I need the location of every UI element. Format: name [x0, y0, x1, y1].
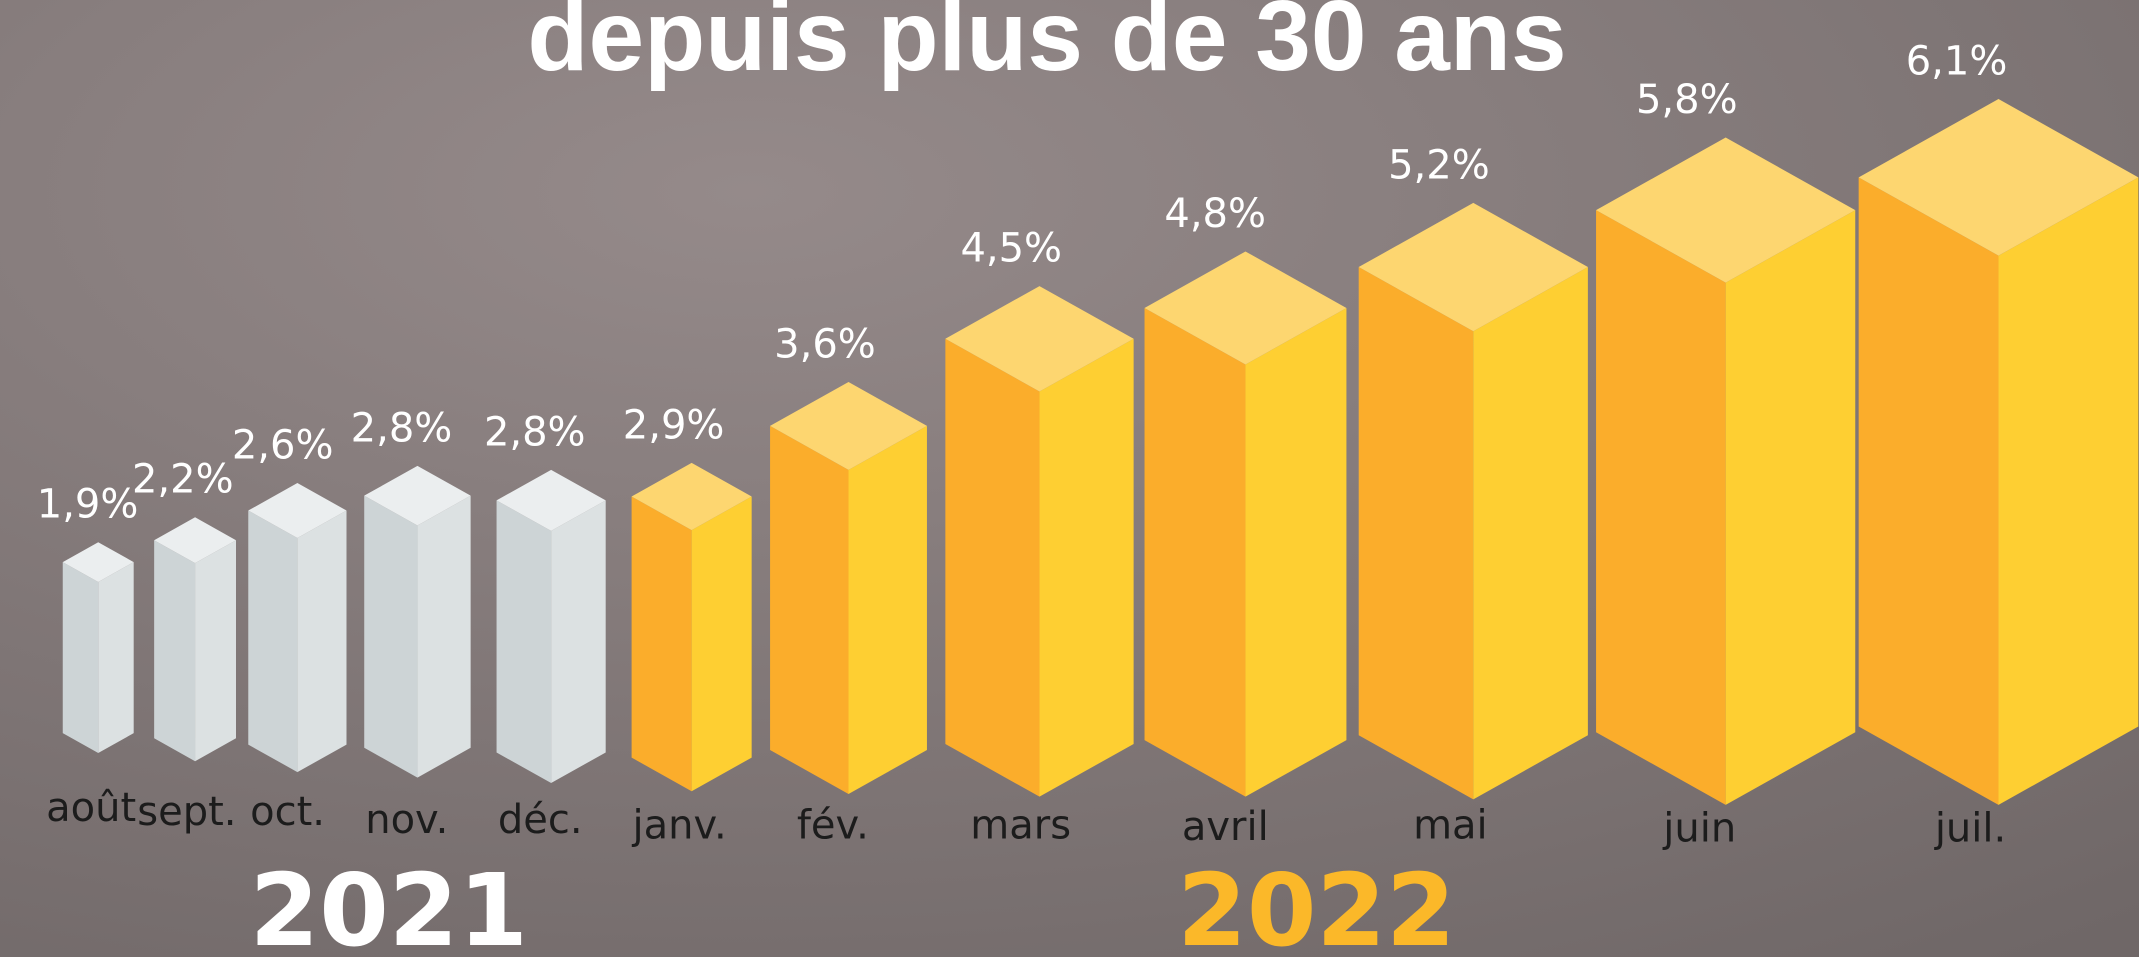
x-tick-label: nov.	[365, 797, 448, 843]
value-label: 2,8%	[484, 409, 586, 455]
bar-top	[945, 286, 1134, 392]
bar-front	[1596, 210, 1726, 805]
x-tick-label: avril	[1182, 804, 1269, 850]
x-tick-label: août	[46, 785, 136, 831]
x-tick-label: juin	[1662, 805, 1736, 851]
bar-top	[496, 469, 606, 531]
x-tick-label: mai	[1413, 803, 1488, 849]
value-label: 3,6%	[774, 321, 876, 367]
bar	[1858, 99, 2139, 805]
year-label: 2021	[250, 852, 528, 957]
bar-top	[631, 462, 752, 531]
x-tick-label: sept.	[137, 789, 236, 835]
value-label: 2,9%	[623, 402, 725, 448]
value-label: 4,8%	[1164, 191, 1266, 237]
bar-front	[1144, 307, 1246, 797]
bar	[1144, 251, 1347, 797]
bar-side	[848, 425, 927, 794]
bar	[62, 542, 134, 754]
bar-top	[1358, 202, 1588, 332]
x-tick-label: oct.	[250, 789, 325, 835]
bar-front	[62, 562, 99, 754]
bar-front	[154, 540, 196, 762]
bar-side	[1039, 338, 1134, 797]
bar	[1596, 137, 1856, 805]
bar-front	[631, 496, 692, 792]
x-tick-label: déc.	[498, 797, 583, 843]
value-label: 1,9%	[37, 482, 139, 528]
bar-side	[1725, 210, 1856, 805]
bar-side	[297, 510, 347, 773]
bar-side	[1473, 267, 1588, 800]
bar-side	[98, 562, 134, 754]
value-label: 6,1%	[1906, 38, 2008, 84]
bar	[154, 517, 236, 762]
value-label: 4,5%	[960, 226, 1062, 272]
bar-front	[1858, 177, 1999, 805]
x-tick-label: fév.	[797, 803, 869, 849]
bar-front	[1358, 267, 1474, 800]
bar	[945, 286, 1134, 797]
bar	[496, 469, 606, 784]
value-label: 2,2%	[132, 457, 234, 503]
bar	[770, 381, 927, 794]
bar-front	[248, 510, 298, 773]
value-label: 5,8%	[1636, 77, 1738, 123]
bar-top	[364, 465, 471, 526]
bar-top	[770, 381, 927, 470]
bar-front	[364, 495, 418, 778]
bar-front	[945, 338, 1040, 797]
bar-top	[154, 517, 236, 564]
bar-top	[1858, 99, 2139, 256]
value-label: 5,2%	[1388, 142, 1490, 188]
bar-side	[1245, 307, 1347, 797]
bar-top	[62, 542, 134, 582]
chart-title: depuis plus de 30 ans	[527, 0, 1566, 92]
bar	[248, 483, 347, 773]
bar-front	[496, 500, 552, 784]
bar	[364, 465, 471, 778]
bar-side	[1998, 177, 2139, 805]
bar-top	[248, 483, 347, 539]
bar-side	[195, 540, 236, 762]
x-tick-label: mars	[970, 803, 1071, 849]
bar	[631, 462, 752, 792]
value-label: 2,8%	[351, 405, 453, 451]
bar-top	[1596, 137, 1856, 283]
year-label: 2022	[1177, 852, 1455, 957]
bar-side	[417, 495, 471, 778]
bar-front	[770, 425, 849, 794]
x-tick-label: janv.	[631, 803, 726, 849]
bar-top	[1144, 251, 1347, 365]
bar-side	[691, 496, 752, 792]
bar	[1358, 202, 1588, 800]
bar-side	[551, 500, 606, 784]
x-tick-label: juil.	[1934, 805, 2006, 851]
value-label: 2,6%	[232, 422, 334, 468]
